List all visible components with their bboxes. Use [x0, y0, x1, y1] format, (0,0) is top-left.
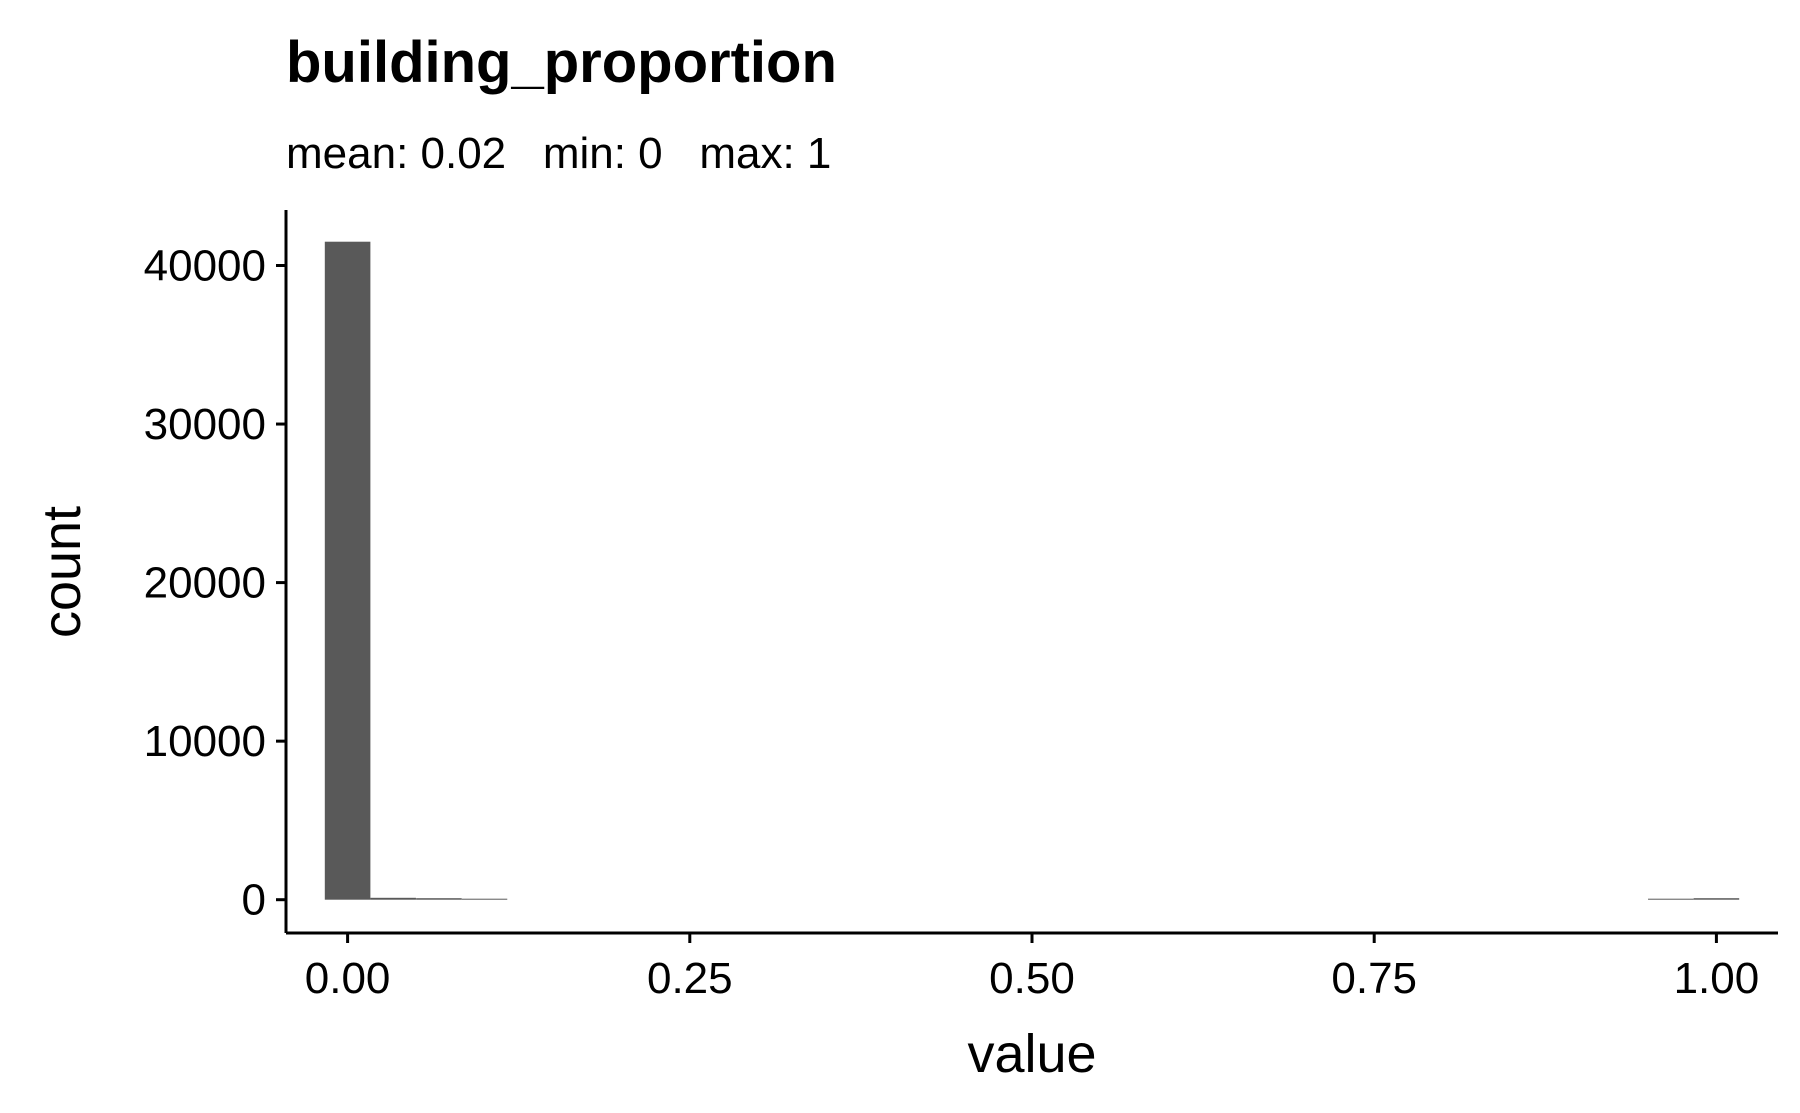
x-axis: 0.00 0.25 0.50 0.75 1.00: [286, 931, 1778, 1003]
histogram-bar-2: [416, 898, 462, 900]
x-tick-label-3: 0.75: [1331, 954, 1417, 1003]
y-tick-label-1: 10000: [144, 717, 266, 766]
x-tick-label-4: 1.00: [1674, 954, 1760, 1003]
bars-group: [324, 241, 1740, 900]
y-tick-label-4: 40000: [144, 241, 266, 290]
y-axis: 0 10000 20000 30000 40000: [144, 210, 288, 933]
y-axis-title: count: [32, 506, 92, 638]
x-tick-label-2: 0.50: [989, 954, 1075, 1003]
histogram-bar-4: [1648, 898, 1694, 900]
chart-subtitle: mean: 0.02 min: 0 max: 1: [286, 129, 831, 178]
y-tick-label-3: 30000: [144, 400, 266, 449]
histogram-bar-3: [461, 898, 508, 900]
x-tick-label-0: 0.00: [305, 954, 391, 1003]
x-axis-title: value: [967, 1024, 1096, 1084]
histogram-bar-5: [1693, 898, 1740, 900]
y-tick-label-2: 20000: [144, 559, 266, 608]
x-tick-label-1: 0.25: [647, 954, 733, 1003]
histogram-bar-0: [324, 241, 371, 900]
chart-title: building_proportion: [286, 30, 837, 95]
histogram-bar-1: [370, 897, 416, 900]
y-tick-label-0: 0: [242, 876, 266, 925]
